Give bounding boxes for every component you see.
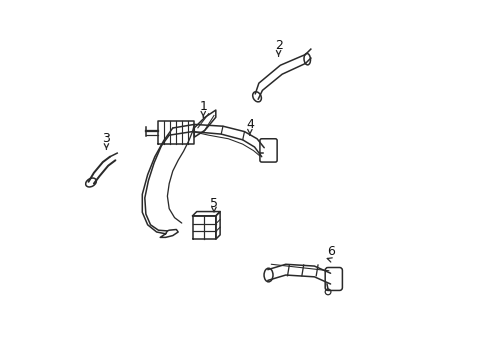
- Text: 2: 2: [274, 39, 282, 52]
- Text: 1: 1: [199, 100, 207, 113]
- Text: 3: 3: [102, 132, 110, 145]
- Text: 6: 6: [326, 245, 334, 258]
- Text: 4: 4: [245, 118, 253, 131]
- Text: 5: 5: [209, 197, 218, 210]
